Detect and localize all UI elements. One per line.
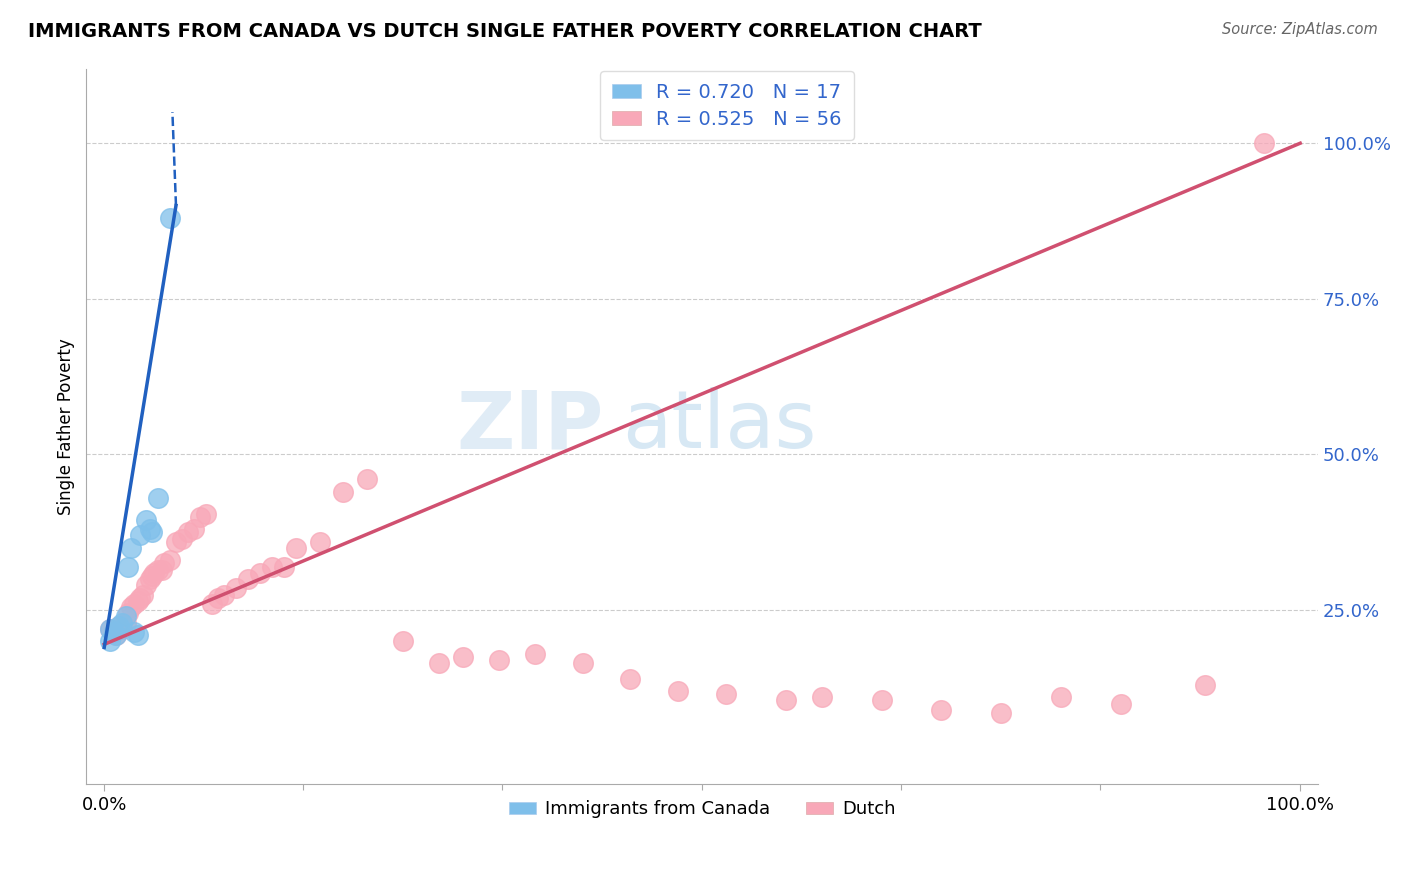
Point — [619, 672, 641, 686]
Point — [114, 615, 136, 630]
Point — [225, 582, 247, 596]
Point — [332, 484, 354, 499]
Point — [146, 563, 169, 577]
Point — [141, 569, 163, 583]
Text: ZIP: ZIP — [457, 387, 603, 466]
Point — [170, 532, 193, 546]
Point — [392, 634, 415, 648]
Point — [135, 578, 157, 592]
Point — [143, 566, 166, 580]
Point — [98, 634, 121, 648]
Point — [990, 706, 1012, 720]
Point — [111, 615, 134, 630]
Point — [523, 647, 546, 661]
Point — [105, 628, 128, 642]
Point — [146, 491, 169, 505]
Point — [201, 597, 224, 611]
Point — [194, 507, 217, 521]
Point — [159, 553, 181, 567]
Point — [811, 690, 834, 705]
Point — [138, 522, 160, 536]
Point — [714, 687, 737, 701]
Point — [284, 541, 307, 555]
Text: atlas: atlas — [621, 387, 817, 466]
Point — [120, 600, 142, 615]
Text: IMMIGRANTS FROM CANADA VS DUTCH SINGLE FATHER POVERTY CORRELATION CHART: IMMIGRANTS FROM CANADA VS DUTCH SINGLE F… — [28, 22, 981, 41]
Point — [122, 624, 145, 639]
Point — [488, 653, 510, 667]
Point — [212, 588, 235, 602]
Point — [135, 513, 157, 527]
Point — [427, 656, 450, 670]
Point — [356, 472, 378, 486]
Point — [775, 693, 797, 707]
Point — [153, 557, 176, 571]
Point — [236, 572, 259, 586]
Point — [98, 622, 121, 636]
Point — [571, 656, 593, 670]
Point — [122, 597, 145, 611]
Point — [98, 622, 121, 636]
Text: Source: ZipAtlas.com: Source: ZipAtlas.com — [1222, 22, 1378, 37]
Point — [188, 509, 211, 524]
Point — [131, 588, 153, 602]
Point — [141, 525, 163, 540]
Point — [120, 541, 142, 555]
Point — [117, 559, 139, 574]
Point — [207, 591, 229, 605]
Point — [249, 566, 271, 580]
Point — [103, 624, 125, 639]
Point — [870, 693, 893, 707]
Point — [107, 618, 129, 632]
Point — [260, 559, 283, 574]
Point — [1109, 697, 1132, 711]
Point — [308, 534, 330, 549]
Point — [107, 618, 129, 632]
Point — [666, 684, 689, 698]
Legend: Immigrants from Canada, Dutch: Immigrants from Canada, Dutch — [502, 793, 903, 825]
Point — [111, 622, 134, 636]
Point — [1253, 136, 1275, 151]
Point — [165, 534, 187, 549]
Point — [1050, 690, 1073, 705]
Point — [129, 591, 152, 605]
Point — [138, 572, 160, 586]
Y-axis label: Single Father Poverty: Single Father Poverty — [58, 338, 75, 515]
Point — [127, 628, 149, 642]
Point — [273, 559, 295, 574]
Point — [129, 528, 152, 542]
Point — [159, 211, 181, 225]
Point — [114, 609, 136, 624]
Point — [105, 628, 128, 642]
Point — [177, 525, 200, 540]
Point — [117, 606, 139, 620]
Point — [1194, 678, 1216, 692]
Point — [103, 624, 125, 639]
Point — [931, 703, 953, 717]
Point — [127, 594, 149, 608]
Point — [150, 563, 173, 577]
Point — [451, 649, 474, 664]
Point — [183, 522, 205, 536]
